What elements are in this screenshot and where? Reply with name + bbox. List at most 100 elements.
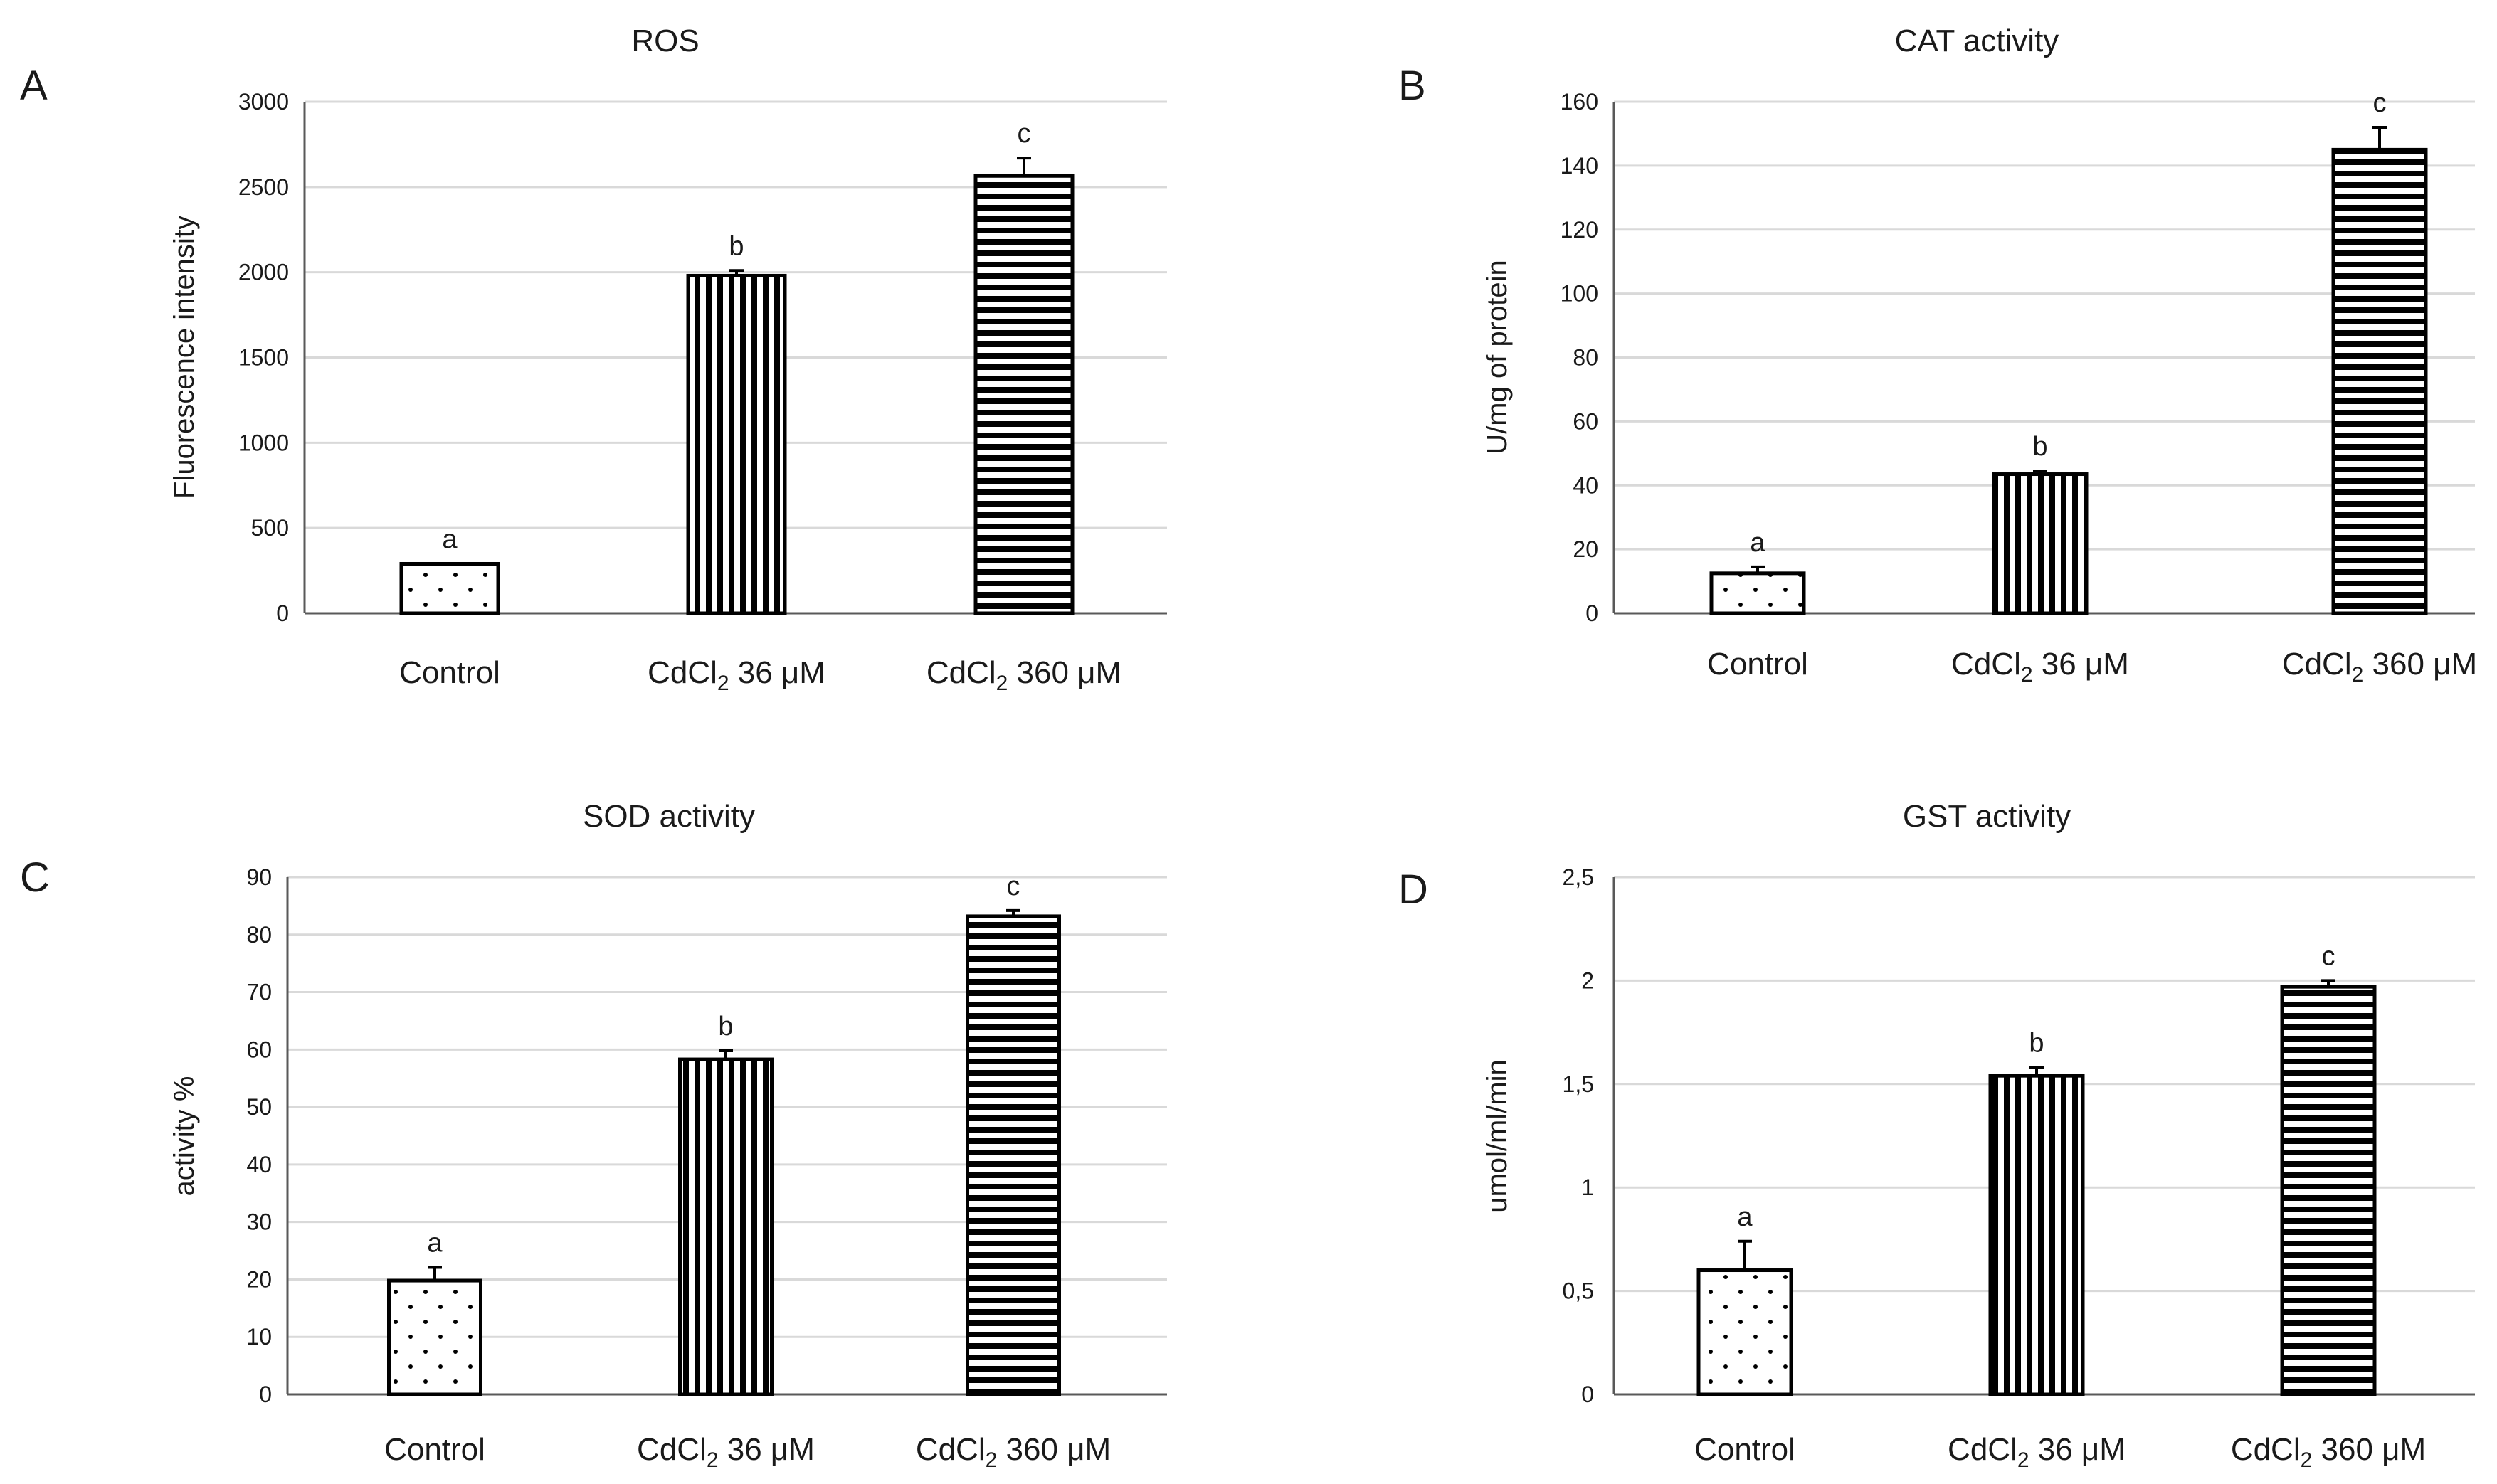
category-label-suffix: 36 μM <box>719 1432 815 1467</box>
significance-label: c <box>1007 871 1020 901</box>
chart-title: GST activity <box>1903 799 2071 834</box>
category-label: CdCl2 360 μM <box>2282 647 2477 687</box>
significance-label: b <box>2032 432 2047 462</box>
bar <box>1992 472 2089 615</box>
significance-label: a <box>1750 528 1765 558</box>
category-label-base: Control <box>399 655 500 690</box>
significance-label: b <box>2029 1029 2044 1059</box>
y-tick-label: 140 <box>1561 153 1598 179</box>
category-label-suffix: 360 μM <box>2312 1432 2426 1467</box>
y-tick-label: 2000 <box>238 260 289 285</box>
panel-letter: A <box>20 63 48 109</box>
category-label-base: CdCl <box>637 1432 707 1467</box>
category-label-subscript: 2 <box>2021 663 2033 687</box>
category-label: CdCl2 36 μM <box>648 655 825 695</box>
y-axis-title: activity % <box>169 1076 200 1197</box>
y-tick-label: 40 <box>1573 472 1598 498</box>
panel-letter: B <box>1398 63 1426 109</box>
bar <box>966 914 1061 1396</box>
category-label-base: CdCl <box>2231 1432 2301 1467</box>
significance-label: a <box>427 1228 443 1258</box>
category-label-subscript: 2 <box>2301 1448 2313 1472</box>
y-tick-label: 40 <box>246 1152 272 1177</box>
y-tick-label: 0 <box>276 600 289 626</box>
bar <box>973 174 1075 615</box>
bar <box>2280 985 2377 1396</box>
category-label: CdCl2 36 μM <box>637 1432 815 1472</box>
y-tick-label: 30 <box>246 1209 272 1235</box>
category-label-subscript: 2 <box>986 1448 998 1472</box>
y-tick-label: 0,5 <box>1563 1278 1594 1304</box>
significance-label: c <box>1018 119 1031 149</box>
y-tick-label: 2,5 <box>1563 864 1594 890</box>
chart-title: ROS <box>631 23 699 58</box>
category-label: CdCl2 360 μM <box>2231 1432 2426 1472</box>
y-tick-label: 20 <box>246 1266 272 1292</box>
y-axis-title: U/mg of protein <box>1482 260 1513 454</box>
category-label-base: CdCl <box>648 655 717 690</box>
category-label-suffix: 36 μM <box>2029 1432 2126 1467</box>
y-tick-label: 20 <box>1573 536 1598 562</box>
category-label-suffix: 36 μM <box>2033 647 2129 682</box>
category-label: CdCl2 360 μM <box>927 655 1121 695</box>
category-label: CdCl2 360 μM <box>916 1432 1111 1472</box>
y-axis-title: umol/ml/min <box>1482 1059 1513 1213</box>
category-label: Control <box>1694 1432 1795 1467</box>
significance-label: b <box>718 1012 733 1042</box>
category-label-base: CdCl <box>916 1432 986 1467</box>
chart-title: SOD activity <box>583 799 755 834</box>
y-tick-label: 1000 <box>238 430 289 455</box>
y-tick-label: 90 <box>246 864 272 890</box>
category-label-base: Control <box>1707 647 1808 682</box>
significance-label: a <box>1737 1202 1753 1232</box>
y-tick-label: 80 <box>246 922 272 948</box>
y-tick-label: 1 <box>1581 1175 1594 1200</box>
category-label-subscript: 2 <box>2017 1448 2029 1472</box>
y-tick-label: 0 <box>1581 1382 1594 1407</box>
bar <box>686 273 787 615</box>
category-label-suffix: 360 μM <box>997 1432 1111 1467</box>
category-label-suffix: 36 μM <box>729 655 825 690</box>
y-tick-label: 0 <box>1585 600 1598 626</box>
y-tick-label: 2 <box>1581 968 1594 993</box>
chart-panel-c: C SOD activity 0 10 20 30 40 50 60 70 80 90 activity… <box>20 799 1167 1472</box>
category-label: Control <box>399 655 500 690</box>
category-label-suffix: 360 μM <box>1008 655 1121 690</box>
category-label-suffix: 360 μM <box>2363 647 2477 682</box>
y-tick-label: 100 <box>1561 281 1598 307</box>
category-label-subscript: 2 <box>717 672 729 695</box>
significance-label: c <box>2373 88 2387 118</box>
bar <box>1988 1074 2085 1396</box>
y-tick-label: 3000 <box>238 89 289 115</box>
category-label-subscript: 2 <box>707 1448 719 1472</box>
bar <box>399 561 500 615</box>
chart-panel-b: B CAT activity 0 20 40 60 80 100 120 140 160 U/mg o… <box>1398 23 2477 687</box>
category-label-subscript: 2 <box>996 672 1008 695</box>
y-tick-label: 0 <box>259 1382 272 1407</box>
y-tick-label: 70 <box>246 980 272 1005</box>
category-label-base: Control <box>384 1432 485 1467</box>
bar <box>2331 147 2428 615</box>
significance-label: a <box>442 524 458 554</box>
chart-panel-d: D GST activity 0 0,5 1 1,5 2 2,5 umol/ml/min a Con… <box>1398 799 2475 1472</box>
chart-panel-a: A ROS 0 500 1000 1500 2000 2500 3000 Fluorescence… <box>20 23 1167 695</box>
category-label: Control <box>384 1432 485 1467</box>
significance-label: b <box>729 231 744 261</box>
y-tick-label: 60 <box>246 1037 272 1062</box>
category-label-base: CdCl <box>1951 647 2021 682</box>
category-label-subscript: 2 <box>2352 663 2364 687</box>
category-label-base: CdCl <box>927 655 996 690</box>
category-label: Control <box>1707 647 1808 682</box>
category-label-base: CdCl <box>1948 1432 2017 1467</box>
bar <box>387 1278 482 1396</box>
category-label: CdCl2 36 μM <box>1951 647 2129 687</box>
y-tick-label: 80 <box>1573 345 1598 371</box>
panel-letter: D <box>1398 866 1428 913</box>
bar <box>1709 571 1806 615</box>
y-tick-label: 120 <box>1561 217 1598 243</box>
bar <box>678 1057 774 1396</box>
significance-label: c <box>2322 941 2335 971</box>
y-axis-title: Fluorescence intensity <box>169 216 200 499</box>
panel-letter: C <box>20 854 50 901</box>
